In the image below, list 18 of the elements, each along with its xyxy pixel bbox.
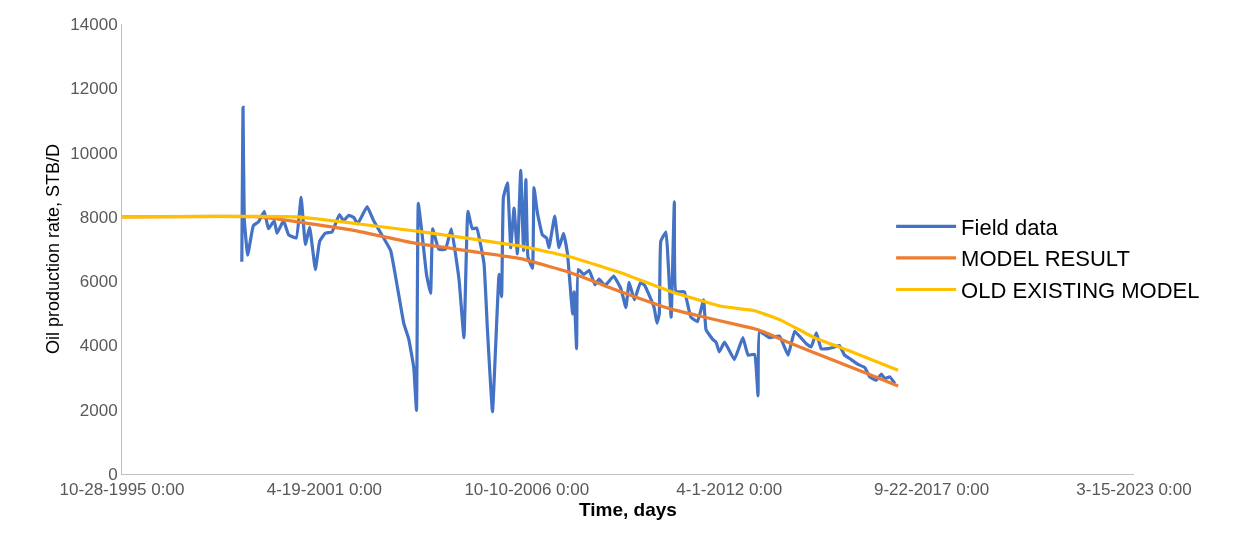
y-tick-label: 2000 [79, 400, 118, 420]
line-series [240, 105, 897, 414]
x-tick-label: 3-15-2023 0:00 [1076, 480, 1192, 500]
x-tick-label: 10-10-2006 0:00 [464, 480, 590, 500]
y-tick-label: 8000 [79, 207, 118, 227]
x-tick-label: 9-22-2017 0:00 [873, 480, 990, 500]
y-tick-label: 10000 [70, 143, 118, 163]
legend-label: Field data [961, 214, 1059, 240]
y-tick-label: 12000 [70, 79, 118, 99]
x-tick-label: 4-19-2001 0:00 [266, 480, 383, 500]
legend-label: OLD EXISTING MODEL [961, 278, 1200, 304]
y-tick-label: 4000 [79, 336, 118, 356]
legend-label: MODEL RESULT [961, 246, 1130, 272]
x-tick-label: 4-1-2012 0:00 [676, 480, 783, 500]
y-axis-title: Oil production rate, STB/D [42, 143, 63, 355]
y-tick-label: 14000 [70, 14, 118, 34]
y-tick-label: 6000 [79, 272, 118, 292]
x-axis-title: Time, days [579, 499, 677, 521]
